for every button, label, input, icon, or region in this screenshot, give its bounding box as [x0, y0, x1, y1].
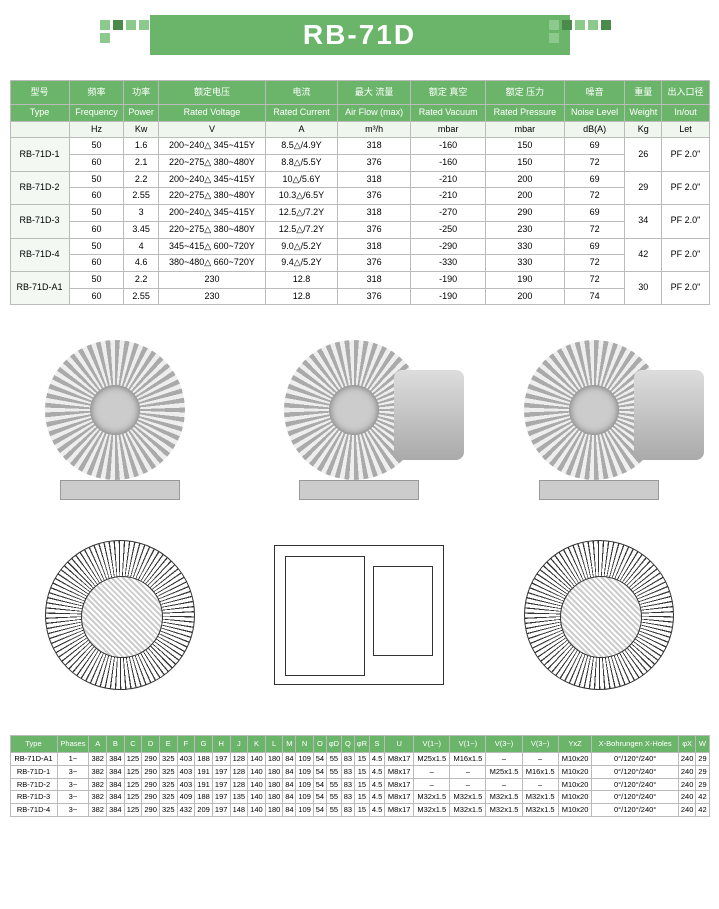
spec-row: RB-71D-2502.2200~240△ 345~415Y10△/5.6Y31… [10, 171, 709, 188]
dim-row: RB-71D-23~382384125290325403191197128140… [10, 778, 709, 791]
drawing-rear-view [489, 520, 709, 710]
th-weight: 重量 [625, 81, 662, 105]
spec-row: 604.6380~480△ 660~720Y9.4△/5.2Y376-33033… [10, 255, 709, 272]
dim-letters-row: ABCDEFGHJKLMNOφDQφRSUV(1~)V(1~)V(3~)V(3~… [10, 736, 709, 753]
technical-drawings [0, 515, 719, 715]
product-photos [0, 325, 719, 505]
th-cur: 电流 [266, 81, 338, 105]
spec-row: 602.55220~275△ 380~480Y10.3△/6.5Y376-210… [10, 188, 709, 205]
spec-header-row-cn: 型号 频率 功率 额定电压 电流 最大 流量 额定 真空 额定 压力 噪音 重量… [10, 81, 709, 105]
model-cell: RB-71D-2 [10, 171, 69, 204]
th-type2: Type [10, 736, 57, 753]
spec-row: 602.1220~275△ 380~480Y8.8△/5.5Y376-16015… [10, 155, 709, 172]
model-cell: RB-71D-3 [10, 205, 69, 238]
th-inout: 出入口径 [662, 81, 709, 105]
spec-row: 603.45220~275△ 380~480Y12.5△/7.2Y376-250… [10, 221, 709, 238]
spec-row: RB-71D-A1502.223012.8318-1901907230PF 2.… [10, 271, 709, 288]
dimension-table: Type Phases ABCDEFGHJKLMNOφDQφRSUV(1~)V(… [10, 735, 710, 817]
product-photo-angle [499, 330, 699, 500]
spec-table: 型号 频率 功率 额定电压 电流 最大 流量 额定 真空 额定 压力 噪音 重量… [10, 80, 710, 305]
page-header: RB-71D [0, 10, 719, 60]
th-type: Type [10, 105, 69, 122]
dim-row: RB-71D-A11~38238412529032540318819712814… [10, 753, 709, 766]
th-model: 型号 [10, 81, 69, 105]
units-row: HzKwVAm³/hmbarmbardB(A)KgLet [10, 121, 709, 138]
drawing-side-view [249, 520, 469, 710]
spec-row: RB-71D-4504345~415△ 600~720Y9.0△/5.2Y318… [10, 238, 709, 255]
model-cell: RB-71D-A1 [10, 271, 69, 304]
th-volt: 额定电压 [158, 81, 265, 105]
product-photo-front [20, 330, 220, 500]
model-cell: RB-71D-4 [10, 238, 69, 271]
dim-row: RB-71D-43~382384125290325432209197148140… [10, 804, 709, 817]
dim-row: RB-71D-13~382384125290325403191197128140… [10, 765, 709, 778]
th-pres: 额定 压力 [485, 81, 564, 105]
product-photo-side [259, 330, 459, 500]
title-band: RB-71D [150, 15, 570, 55]
th-noise: 噪音 [564, 81, 624, 105]
dim-row: RB-71D-33~382384125290325409188197135140… [10, 791, 709, 804]
spec-row: 602.5523012.8376-19020074 [10, 288, 709, 305]
th-power: 功率 [124, 81, 158, 105]
spec-header-row-en: Type Frequency Power Rated Voltage Rated… [10, 105, 709, 122]
drawing-front-view [10, 520, 230, 710]
page-title: RB-71D [303, 19, 416, 51]
decor-blocks-right [549, 20, 619, 43]
th-freq: 频率 [69, 81, 124, 105]
spec-row: RB-71D-3503200~240△ 345~415Y12.5△/7.2Y31… [10, 205, 709, 222]
model-cell: RB-71D-1 [10, 138, 69, 171]
spec-row: RB-71D-1501.6200~240△ 345~415Y8.5△/4.9Y3… [10, 138, 709, 155]
th-flow: 最大 流量 [337, 81, 411, 105]
th-vac: 额定 真空 [411, 81, 486, 105]
th-phases: Phases [57, 736, 89, 753]
